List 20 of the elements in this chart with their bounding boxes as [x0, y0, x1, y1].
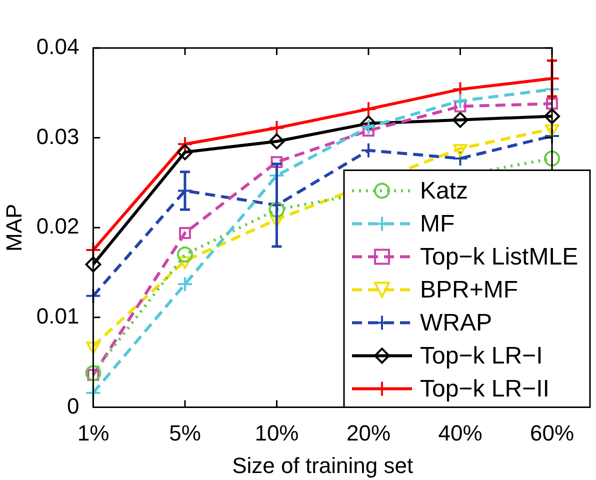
y-tick-label: 0.01 [36, 303, 80, 328]
x-tick-label: 60% [530, 420, 574, 446]
y-tick-label: 0.02 [36, 214, 80, 239]
x-axis-title: Size of training set [232, 452, 414, 478]
legend-label: Top−k ListMLE [420, 243, 578, 270]
y-axis-title: MAP [1, 204, 26, 252]
legend-label: BPR+MF [420, 276, 518, 304]
legend-label: MF [420, 210, 455, 238]
x-tick-label: 5% [169, 420, 201, 446]
legend-label: Katz [420, 177, 468, 204]
y-tick-label: 0 [66, 393, 80, 418]
x-tick-label: 1% [77, 420, 110, 446]
x-tick-label: 40% [438, 420, 482, 446]
legend-label: Top−k LR−I [420, 342, 543, 370]
y-tick-label: 0.04 [36, 34, 80, 60]
x-tick-label: 20% [346, 420, 391, 446]
y-tick-label: 0.03 [36, 124, 80, 149]
legend-label: Top−k LR−II [420, 375, 550, 402]
x-tick-label: 10% [254, 420, 299, 446]
legend-label: WRAP [420, 309, 492, 336]
